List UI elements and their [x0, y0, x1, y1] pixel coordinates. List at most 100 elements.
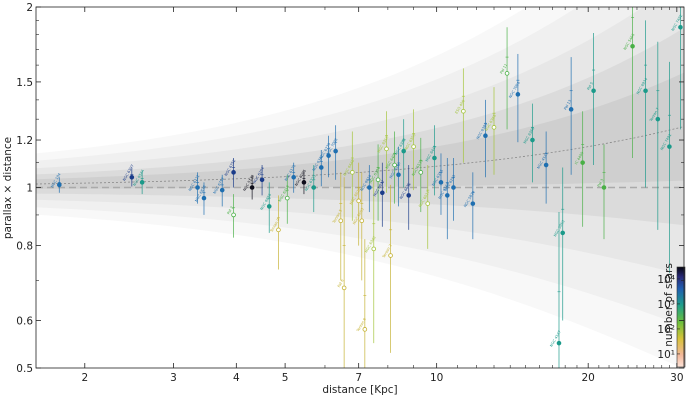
- y-tick-label: 1.2: [16, 135, 33, 147]
- data-point: [201, 195, 207, 201]
- x-tick-label: 5: [282, 372, 289, 384]
- data-point: [284, 195, 290, 201]
- data-point: [643, 88, 648, 94]
- data-point: [219, 187, 225, 193]
- data-point: [556, 340, 562, 346]
- data-point: [655, 116, 661, 122]
- x-axis-label: distance [Kpc]: [322, 384, 397, 396]
- data-point: [483, 133, 488, 139]
- data-point: [341, 285, 347, 291]
- data-point: [543, 162, 549, 168]
- data-point: [392, 162, 397, 168]
- x-tick-label: 3: [170, 372, 177, 384]
- data-point: [438, 180, 444, 185]
- data-point: [333, 148, 338, 154]
- data-point: [291, 174, 296, 180]
- band-layer: [36, 72, 684, 189]
- data-point: [367, 185, 372, 190]
- x-tick-label: 20: [581, 372, 594, 384]
- point-label: ESO 456: [454, 99, 466, 115]
- data-point: [418, 170, 424, 175]
- data-point: [530, 137, 535, 143]
- colorbar-gradient: [676, 266, 686, 368]
- y-tick-label: 0.5: [16, 363, 33, 375]
- data-point: [591, 88, 596, 94]
- colorbar-tick-label: 10³: [657, 299, 675, 311]
- point-label: Terzan 6: [355, 317, 367, 334]
- data-point: [380, 190, 385, 196]
- point-label: Terzan 9: [269, 217, 281, 234]
- point-label: Terzan 7: [648, 107, 660, 123]
- y-axis-label: parallax × distance: [2, 137, 14, 239]
- data-point: [630, 43, 635, 49]
- y-tick-label: 1: [26, 183, 33, 195]
- data-point: [406, 193, 412, 198]
- data-point: [318, 165, 324, 170]
- colorbar: 10¹ 10² 10³ 10⁴: [657, 266, 686, 368]
- point-label: IC 4499: [574, 151, 585, 166]
- point-label: Pal 2: [226, 206, 234, 215]
- data-point: [470, 201, 476, 206]
- y-tick-label: 1.5: [16, 77, 33, 89]
- data-point: [139, 180, 145, 185]
- y-tick-label: 0.6: [16, 316, 33, 328]
- data-point: [568, 107, 574, 112]
- data-point: [231, 170, 236, 175]
- data-point: [371, 246, 377, 252]
- data-point: [249, 185, 255, 190]
- data-point: [195, 185, 200, 190]
- data-point: [259, 177, 265, 183]
- data-point: [560, 230, 566, 236]
- data-point: [461, 108, 466, 114]
- point-label: Terzan 2: [381, 244, 393, 260]
- point-label: Pal 13: [563, 99, 572, 110]
- colorbar-tick-label: 10⁴: [657, 274, 675, 286]
- point-label: Pal 3: [597, 178, 605, 187]
- data-point: [129, 174, 135, 180]
- axes: 2 3 4 5 7 10 20 30 0.5 0.6 0.8 1 1.2 1.5 2: [16, 2, 684, 384]
- data-point: [311, 185, 317, 190]
- data-point: [266, 204, 272, 209]
- colorbar-tick-label: 10¹: [657, 349, 675, 361]
- data-point: [445, 193, 450, 198]
- data-point: [375, 177, 381, 183]
- band-layer: [36, 7, 684, 327]
- data-point: [425, 201, 431, 206]
- point-label: NGC 104: [50, 172, 62, 188]
- data-point: [515, 92, 521, 97]
- x-tick-label: 30: [670, 372, 683, 384]
- point-label: Terzan 5: [331, 209, 343, 225]
- x-tick-label: 2: [81, 372, 88, 384]
- data-point: [326, 153, 331, 158]
- data-point: [356, 198, 361, 204]
- data-point: [57, 182, 62, 188]
- data-point: [580, 160, 585, 165]
- data-point: [396, 172, 401, 178]
- data-point: [411, 144, 416, 149]
- data-point: [338, 218, 344, 224]
- data-point: [301, 180, 307, 185]
- y-tick-label: 0.8: [16, 241, 33, 253]
- band-layer: [36, 7, 684, 275]
- data-point: [601, 185, 607, 190]
- data-point: [678, 25, 683, 30]
- data-point: [432, 155, 437, 161]
- data-points: [57, 25, 683, 346]
- data-point: [667, 144, 672, 149]
- point-label: Pal 6: [337, 278, 345, 288]
- data-point: [350, 170, 355, 175]
- x-tick-label: 10: [430, 372, 443, 384]
- point-label: Pal 11: [499, 63, 508, 74]
- colorbar-tick-label: 10²: [657, 324, 675, 336]
- data-point: [401, 148, 406, 154]
- data-point: [231, 212, 236, 218]
- x-tick-label: 7: [355, 372, 362, 384]
- point-label: Pal 5: [586, 81, 594, 90]
- colorbar-label: number of stars: [663, 263, 675, 347]
- data-point: [451, 185, 456, 190]
- data-point: [276, 227, 281, 233]
- data-point: [491, 125, 497, 130]
- y-tick-label: 2: [26, 2, 33, 14]
- data-point: [504, 71, 510, 76]
